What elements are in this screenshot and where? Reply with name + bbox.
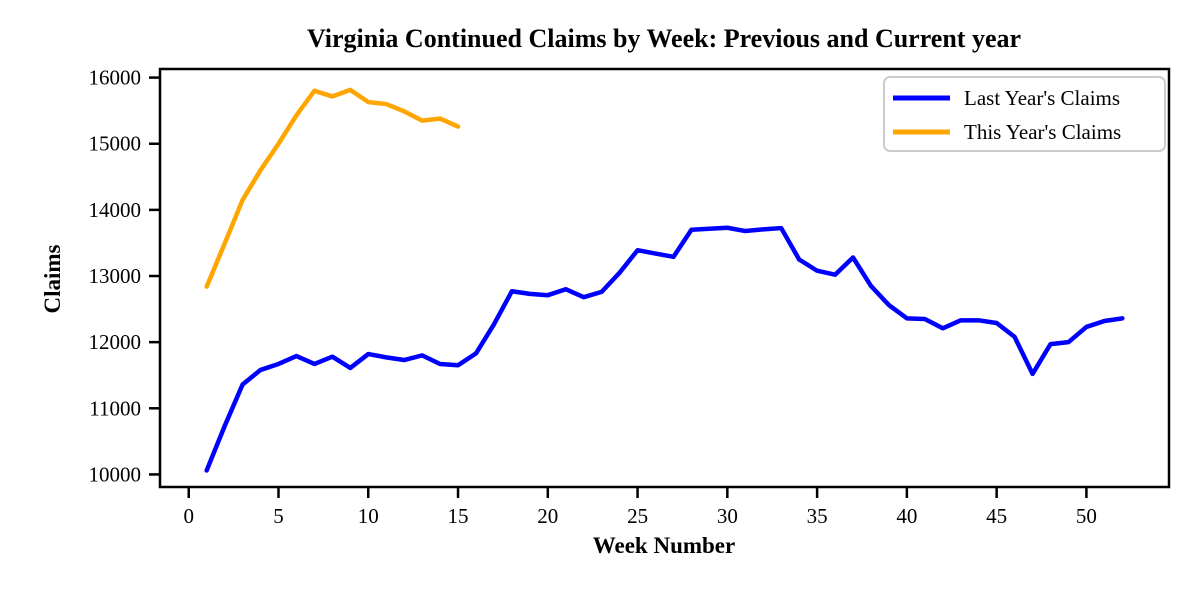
y-tick-label: 15000 bbox=[89, 132, 142, 156]
y-tick-label: 14000 bbox=[89, 198, 142, 222]
x-tick-label: 40 bbox=[896, 504, 917, 528]
y-tick-label: 13000 bbox=[89, 264, 142, 288]
plot-frame bbox=[158, 67, 1171, 489]
x-tick-label: 35 bbox=[807, 504, 828, 528]
x-tick-label: 45 bbox=[986, 504, 1007, 528]
x-tick-label: 5 bbox=[273, 504, 284, 528]
x-axis-label: Week Number bbox=[593, 533, 735, 558]
x-tick-label: 15 bbox=[448, 504, 469, 528]
y-axis-ticks: 10000 11000 12000 13000 14000 15000 16000 bbox=[89, 66, 160, 486]
y-tick-label: 10000 bbox=[89, 462, 142, 486]
y-axis-label: Claims bbox=[40, 244, 65, 313]
series-line-this-year bbox=[204, 87, 461, 289]
y-tick-label: 12000 bbox=[89, 330, 142, 354]
x-tick-label: 30 bbox=[717, 504, 738, 528]
series-lines bbox=[204, 87, 1125, 473]
chart-title: Virginia Continued Claims by Week: Previ… bbox=[307, 24, 1021, 53]
legend-box bbox=[883, 76, 1166, 152]
legend-label-this-year: This Year's Claims bbox=[964, 120, 1121, 144]
x-tick-label: 10 bbox=[358, 504, 379, 528]
x-axis-ticks: 0 5 10 15 20 25 30 35 40 45 50 bbox=[183, 487, 1097, 528]
legend: Last Year's Claims This Year's Claims bbox=[883, 76, 1166, 152]
x-tick-label: 25 bbox=[627, 504, 648, 528]
x-tick-label: 0 bbox=[183, 504, 194, 528]
series-line-last-year bbox=[204, 225, 1125, 473]
x-tick-label: 50 bbox=[1076, 504, 1097, 528]
y-tick-label: 16000 bbox=[89, 66, 142, 90]
x-tick-label: 20 bbox=[537, 504, 558, 528]
legend-label-last-year: Last Year's Claims bbox=[964, 86, 1120, 110]
y-tick-label: 11000 bbox=[89, 396, 141, 420]
